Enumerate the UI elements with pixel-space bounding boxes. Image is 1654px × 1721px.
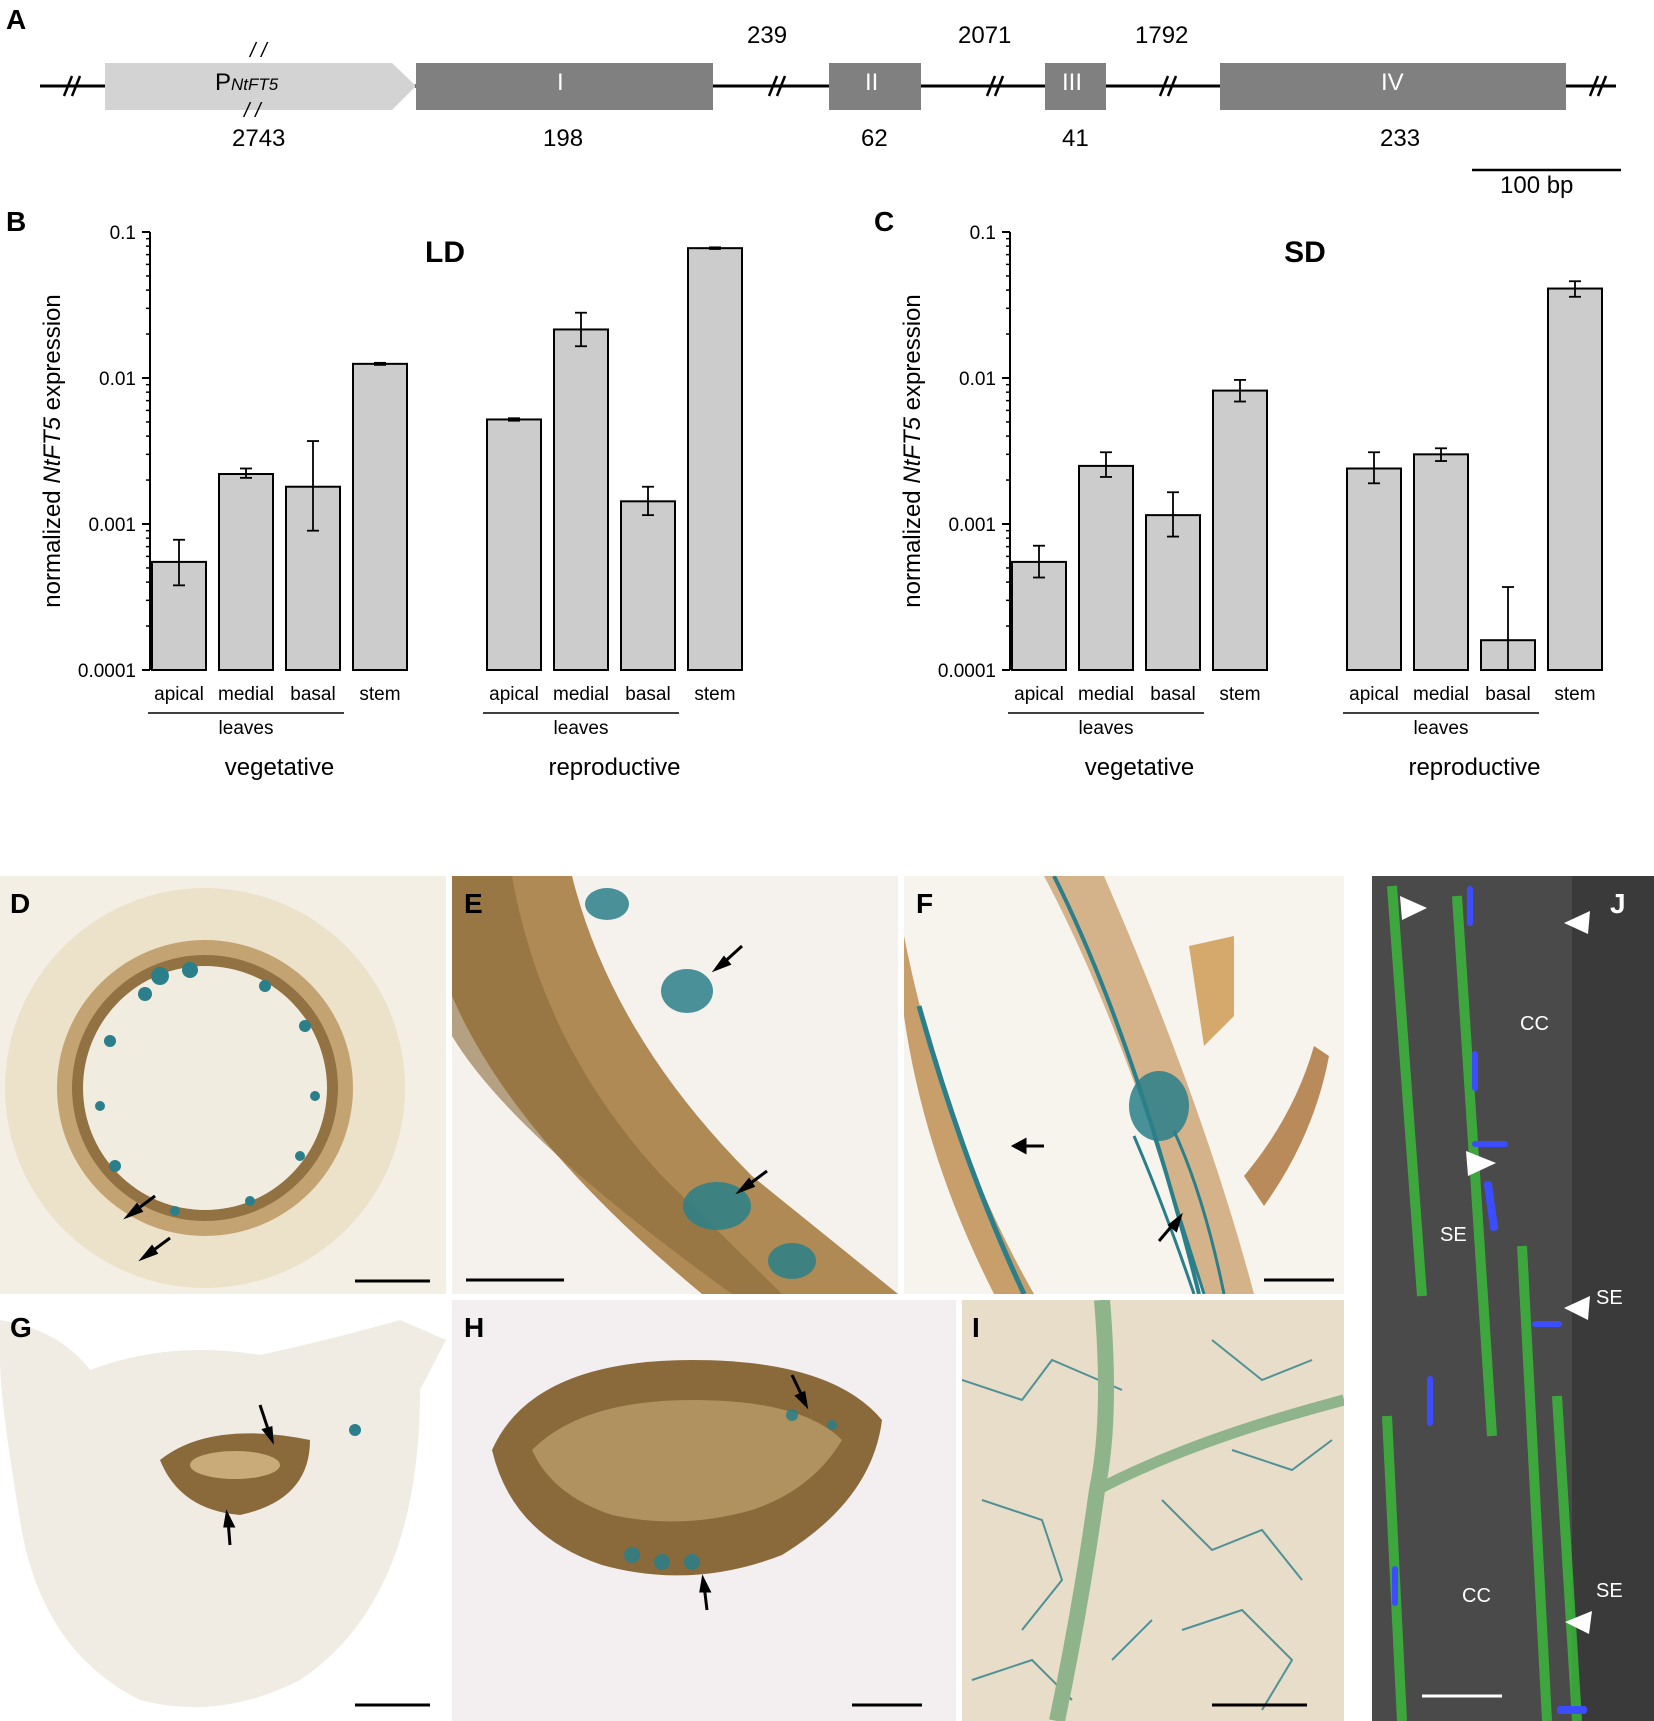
exon-3 [1045, 63, 1106, 110]
group-label: reproductive [548, 754, 680, 781]
panel-label-a: A [6, 4, 27, 35]
subgroup-label: leaves [1414, 718, 1469, 739]
micrograph-g [0, 1300, 446, 1721]
exon-2-length: 62 [861, 125, 888, 152]
micrograph-e [452, 876, 898, 1294]
bar [486, 418, 542, 671]
x-tick-label: basal [1485, 684, 1530, 705]
break-marks [62, 75, 1608, 97]
y-tick-label: 0.001 [948, 515, 996, 536]
bar [553, 328, 609, 671]
exon-4-length: 233 [1380, 125, 1421, 152]
y-tick-label: 0.1 [970, 223, 996, 244]
bar [687, 247, 743, 671]
bar [620, 500, 676, 672]
chart-title: LD [425, 236, 465, 269]
j-label-cc1: CC [1520, 1013, 1549, 1035]
y-axis-label: normalized NtFT5 expression [39, 294, 66, 607]
y-tick-label: 0.01 [959, 369, 996, 390]
micrograph-d [0, 876, 446, 1294]
x-tick-label: basal [1150, 684, 1195, 705]
j-label-se1: SE [1440, 1224, 1467, 1246]
x-tick-label: stem [359, 684, 400, 705]
exon-4 [1220, 63, 1566, 110]
x-tick-label: stem [1219, 684, 1260, 705]
x-tick-label: stem [694, 684, 735, 705]
y-tick-label: 0.001 [88, 515, 136, 536]
j-label-se3: SE [1596, 1580, 1623, 1602]
exon-1 [416, 63, 713, 110]
x-tick-label: medial [1078, 684, 1134, 705]
subgroup-label: leaves [1079, 718, 1134, 739]
group-label: vegetative [225, 754, 334, 781]
bar [1078, 464, 1134, 671]
intron-3-length: 1792 [1135, 22, 1189, 49]
j-label-cc2: CC [1462, 1585, 1491, 1607]
panel-label-h: H [464, 1312, 485, 1343]
scalebar-label: 100 bp [1500, 172, 1574, 199]
micrograph-j [1372, 876, 1654, 1721]
bar [352, 362, 408, 671]
y-tick-label: 0.0001 [938, 661, 996, 682]
x-tick-label: apical [1349, 684, 1399, 705]
x-tick-label: apical [154, 684, 204, 705]
x-tick-label: basal [290, 684, 335, 705]
intron-2-length: 2071 [958, 22, 1012, 49]
chart-title: SD [1284, 236, 1326, 269]
promoter-break-bottom: / / [244, 100, 261, 122]
exon-3-length: 41 [1062, 125, 1089, 152]
exon-4-label: IV [1381, 69, 1404, 96]
bar [1212, 389, 1268, 671]
group-label: vegetative [1085, 754, 1194, 781]
exon-2 [829, 63, 921, 110]
panel-label-i: I [972, 1312, 980, 1343]
bar [218, 473, 274, 671]
promoter-break-top: / / [250, 40, 267, 62]
micrograph-f [904, 876, 1344, 1294]
intron-1-length: 239 [747, 22, 788, 49]
micrograph-h [452, 1300, 956, 1721]
y-tick-label: 0.1 [110, 223, 136, 244]
y-tick-label: 0.0001 [78, 661, 136, 682]
exon-2-label: II [865, 69, 879, 96]
x-tick-label: apical [489, 684, 539, 705]
j-label-se2: SE [1596, 1287, 1623, 1309]
subgroup-label: leaves [554, 718, 609, 739]
x-tick-label: medial [218, 684, 274, 705]
panel-label-c: C [874, 206, 895, 237]
bar [1413, 453, 1469, 671]
bar [1547, 287, 1603, 671]
exon-3-label: III [1062, 69, 1083, 96]
panel-label-f: F [916, 888, 934, 919]
promoter-arrow [105, 63, 416, 110]
x-tick-label: apical [1014, 684, 1064, 705]
chart-sd: 0.0001 0.001 0.01 0.1 SD normalized NtFT5 exp… [899, 223, 1603, 781]
gene-model [40, 63, 1621, 172]
promoter-label: PNtFT5 [215, 69, 279, 96]
bar [1346, 467, 1402, 671]
panel-label-j: J [1610, 888, 1626, 919]
bar [1145, 514, 1201, 671]
y-tick-label: 0.01 [99, 369, 136, 390]
panel-label-b: B [6, 206, 27, 237]
micrograph-i [962, 1300, 1344, 1721]
exon-1-label: I [557, 69, 564, 96]
x-tick-label: stem [1554, 684, 1595, 705]
subgroup-label: leaves [219, 718, 274, 739]
exon-1-length: 198 [543, 125, 584, 152]
chart-ld: 0.0001 0.001 0.01 0.1 LD normalized NtFT5 exp… [39, 223, 743, 781]
panel-label-g: G [10, 1312, 32, 1343]
x-tick-label: medial [553, 684, 609, 705]
promoter-length: 2743 [232, 125, 286, 152]
bar [1011, 560, 1067, 671]
panel-label-e: E [464, 888, 483, 919]
panel-label-d: D [10, 888, 31, 919]
group-label: reproductive [1408, 754, 1540, 781]
x-tick-label: basal [625, 684, 670, 705]
y-axis-label: normalized NtFT5 expression [899, 294, 926, 607]
x-tick-label: medial [1413, 684, 1469, 705]
